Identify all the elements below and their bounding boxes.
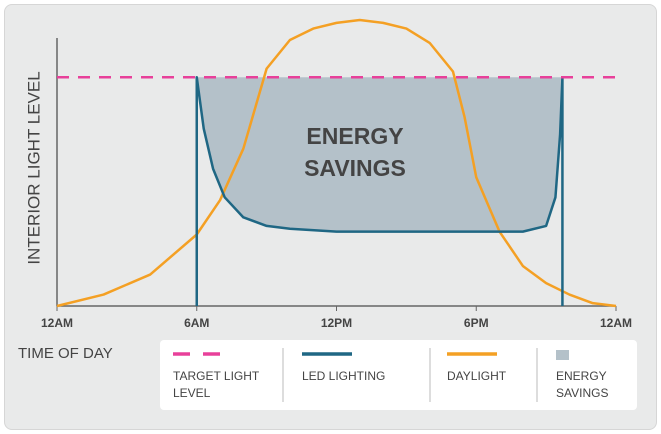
- x-tick-label: 12AM: [600, 316, 632, 330]
- legend-swatch: [556, 350, 569, 360]
- legend-label: TARGET LIGHT LEVEL: [173, 369, 260, 400]
- x-tick-label: 12PM: [321, 316, 352, 330]
- legend-label: ENERGY SAVINGS: [556, 369, 609, 400]
- y-axis-label: INTERIOR LIGHT LEVEL: [24, 71, 43, 264]
- series-line: [195, 75, 564, 306]
- energy-savings-area: [196, 77, 563, 232]
- x-tick-label: 12AM: [41, 316, 73, 330]
- legend-label: DAYLIGHT: [447, 369, 507, 383]
- x-tick-label: 6AM: [184, 316, 209, 330]
- annotation: ENERGY SAVINGS: [304, 123, 406, 181]
- legend-label: LED LIGHTING: [302, 369, 386, 383]
- x-tick-label: 6PM: [464, 316, 489, 330]
- x-axis-label: TIME OF DAY: [18, 345, 113, 362]
- legend-graphics: [173, 348, 569, 402]
- legend: TARGET LIGHT LEVEL LED LIGHTING DAYLIGHT EN…: [160, 340, 637, 410]
- series-line: [56, 18, 617, 308]
